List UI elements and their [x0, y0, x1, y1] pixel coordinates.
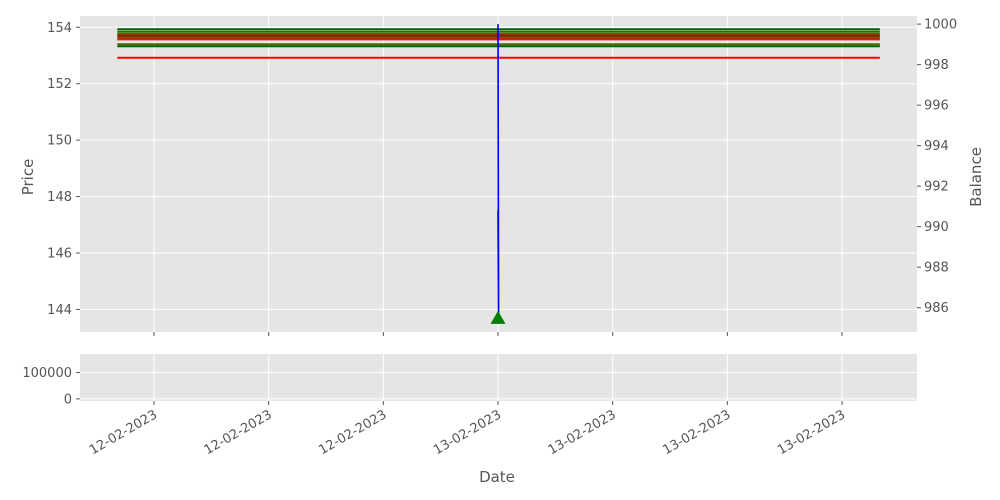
- price-y-tick-label: 154: [47, 21, 72, 36]
- price-y-tick-label: 146: [47, 247, 72, 262]
- balance-y-tick-label: 990: [924, 220, 949, 235]
- price-y-tick-label: 152: [47, 77, 72, 92]
- balance-y-tick-label: 996: [924, 99, 949, 114]
- price-panel: 144 146 148 150 152 154 986 988 990 992 994 996 998 1…: [47, 16, 957, 332]
- x-tick-label: 13-02-2023: [546, 407, 619, 458]
- balance-line: [497, 24, 500, 324]
- buy-marker: [490, 310, 506, 324]
- x-tick-label: 13-02-2023: [431, 407, 504, 458]
- balance-axis-label: Balance: [967, 147, 985, 207]
- price-y-tick-label: 144: [47, 303, 72, 318]
- volume-y-tick-label: 100000: [22, 366, 72, 381]
- balance-y-tick-label: 992: [924, 180, 949, 195]
- x-axis-label: Date: [479, 468, 515, 486]
- x-tick-label: 12-02-2023: [316, 407, 389, 458]
- price-y-tick-label: 150: [47, 134, 72, 149]
- volume-panel: 0 100000: [22, 354, 917, 407]
- balance-y-tick-label: 994: [924, 139, 949, 154]
- balance-y-tick-label: 986: [924, 301, 949, 316]
- x-tick-label: 12-02-2023: [202, 407, 275, 458]
- price-y-tick-label: 148: [47, 190, 72, 205]
- x-tick-label: 12-02-2023: [87, 407, 160, 458]
- balance-y-tick-label: 1000: [924, 18, 957, 33]
- price-axis-label: Price: [19, 159, 37, 196]
- balance-y-tick-label: 988: [924, 261, 949, 276]
- volume-y-tick-label: 0: [64, 392, 72, 407]
- x-tick-label: 13-02-2023: [775, 407, 848, 458]
- balance-y-tick-label: 998: [924, 58, 949, 73]
- x-tick-label: 13-02-2023: [660, 407, 733, 458]
